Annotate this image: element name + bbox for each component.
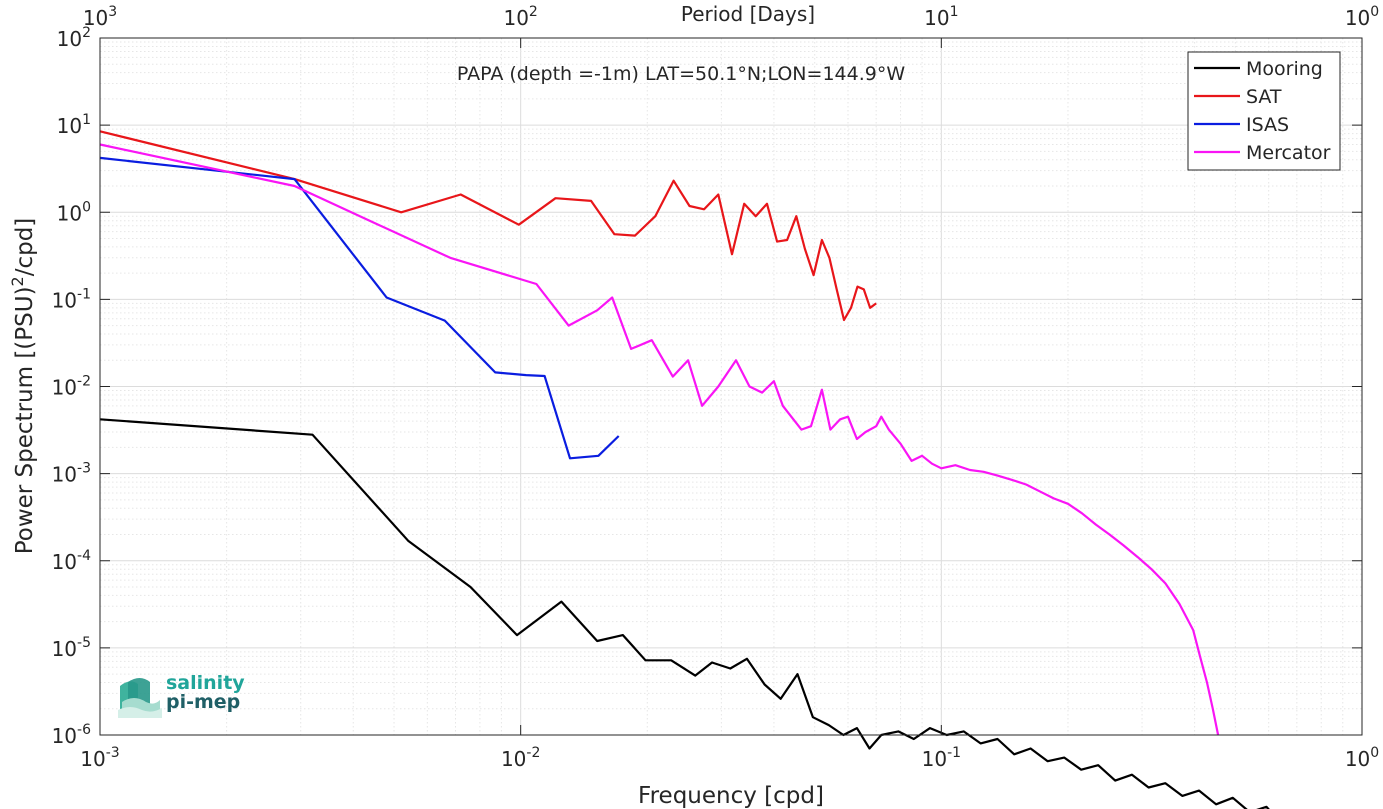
x-tick-label: 10-3 xyxy=(80,745,119,771)
x2-axis-label: Period [Days] xyxy=(681,2,815,26)
x-tick-label: 10-2 xyxy=(501,745,540,771)
legend-label-mooring: Mooring xyxy=(1246,58,1323,80)
y-tick-label: 10-5 xyxy=(52,635,91,661)
legend-label-isas: ISAS xyxy=(1246,114,1289,136)
chart-title: PAPA (depth =-1m) LAT=50.1°N;LON=144.9°W xyxy=(457,63,905,85)
y-tick-label: 10-1 xyxy=(52,286,91,312)
logo-waves-icon xyxy=(118,678,162,718)
series-line-mooring xyxy=(99,418,1270,809)
legend-box xyxy=(1187,51,1341,171)
y-tick-label: 10-2 xyxy=(52,374,91,400)
series-line-sat xyxy=(99,130,877,322)
x2-tick-label: 103 xyxy=(83,4,117,30)
x2-tick-label: 102 xyxy=(503,4,537,30)
y-tick-label: 100 xyxy=(57,199,91,225)
y-tick-label: 10-3 xyxy=(52,461,91,487)
y-axis-label-tail: /cpd] xyxy=(12,218,38,277)
y-tick-label: 101 xyxy=(57,112,91,138)
x-tick-label: 10-1 xyxy=(922,745,961,771)
series-line-mercator xyxy=(99,143,1220,736)
y-axis-label-sup: 2 xyxy=(8,276,27,286)
grid xyxy=(99,38,1362,736)
y-axis-label: Power Spectrum [(PSU)2/cpd] xyxy=(8,218,38,555)
y-tick-label: 10-6 xyxy=(52,722,92,748)
y-tick-label: 102 xyxy=(57,25,91,51)
legend-label-mercator: Mercator xyxy=(1246,142,1331,164)
x-tick-label: 100 xyxy=(1345,745,1379,771)
x2-tick-label: 100 xyxy=(1345,4,1379,30)
y-tick-label: 10-4 xyxy=(52,548,92,574)
legend: Mooring SAT ISAS Mercator xyxy=(1187,51,1341,171)
x-axis-label: Frequency [cpd] xyxy=(638,783,824,809)
series-lines xyxy=(99,130,1270,809)
legend-label-sat: SAT xyxy=(1246,86,1282,108)
salinity-pi-mep-logo: salinity pi-mep xyxy=(116,672,246,722)
series-line-isas xyxy=(99,156,620,460)
x2-tick-label: 101 xyxy=(924,4,958,30)
y-axis-label-main: Power Spectrum [(PSU) xyxy=(12,286,38,554)
